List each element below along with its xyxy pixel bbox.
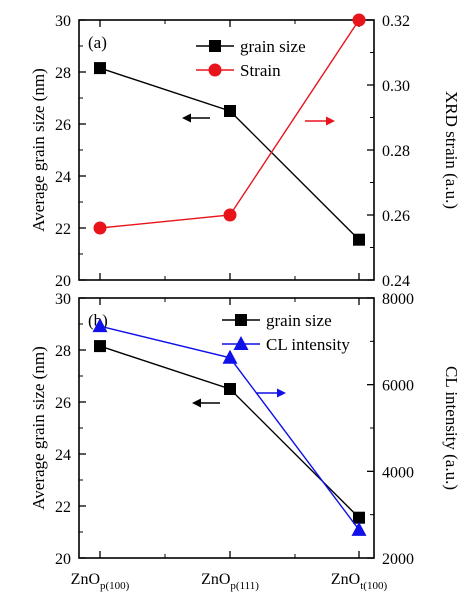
right-axis-title: CL intensity (a.u.) bbox=[442, 366, 461, 490]
x-category-label: ZnOt(100) bbox=[331, 571, 388, 592]
left-tick-label: 30 bbox=[55, 291, 71, 308]
x-category-label: ZnOp(111) bbox=[201, 571, 259, 592]
panel-a: 20 22 24 26 28 30 0.24 0.26 0.28 0.30 0.32 Average … bbox=[29, 13, 461, 290]
data-point-cl-intensity bbox=[222, 349, 238, 364]
right-tick-label: 0.30 bbox=[382, 78, 410, 95]
left-tick-label: 24 bbox=[55, 169, 71, 186]
left-axis-arrow bbox=[192, 398, 220, 408]
right-tick-label: 8000 bbox=[382, 291, 414, 308]
data-point-grain-size bbox=[353, 233, 365, 246]
left-axis-title: Average grain size (nm) bbox=[29, 346, 48, 509]
left-tick-label: 22 bbox=[55, 499, 71, 516]
x-category-label: ZnOp(100) bbox=[71, 571, 130, 592]
data-point-grain-size bbox=[94, 62, 106, 75]
data-point-cl-intensity bbox=[351, 521, 367, 536]
left-tick-label: 20 bbox=[55, 551, 71, 568]
legend-marker bbox=[235, 314, 247, 326]
right-tick-label: 4000 bbox=[382, 464, 414, 481]
left-tick-label: 22 bbox=[55, 221, 71, 238]
data-point-cl-intensity bbox=[92, 318, 108, 333]
left-tick-label: 28 bbox=[55, 343, 71, 360]
panel-label: (a) bbox=[88, 33, 107, 52]
right-tick-label: 0.26 bbox=[382, 208, 410, 225]
right-axis-title: XRD strain (a.u.) bbox=[442, 91, 461, 209]
right-axis-arrow bbox=[305, 116, 335, 126]
data-point-grain-size bbox=[224, 105, 236, 117]
left-tick-label: 24 bbox=[55, 447, 71, 464]
left-tick-label: 28 bbox=[55, 65, 71, 82]
legend-label: Strain bbox=[240, 61, 281, 80]
plot-frame bbox=[78, 19, 375, 281]
right-tick-label: 2000 bbox=[382, 551, 414, 568]
left-tick-label: 20 bbox=[55, 273, 71, 290]
data-point-strain bbox=[352, 13, 366, 27]
right-tick-label: 0.28 bbox=[382, 143, 410, 160]
data-point-strain bbox=[93, 221, 107, 235]
right-tick-label: 0.32 bbox=[382, 13, 410, 30]
series-line-strain bbox=[99, 19, 360, 229]
data-point-grain-size bbox=[224, 383, 236, 395]
data-point-strain bbox=[223, 208, 237, 222]
arrow-head bbox=[192, 398, 201, 408]
left-axis-title: Average grain size (nm) bbox=[29, 68, 48, 231]
arrow-head bbox=[326, 116, 335, 126]
right-tick-label: 0.24 bbox=[382, 273, 410, 290]
series-line-grain-size bbox=[99, 345, 360, 519]
arrow-head bbox=[277, 388, 286, 398]
legend-label: CL intensity bbox=[266, 335, 350, 354]
right-tick-label: 6000 bbox=[382, 378, 414, 395]
x-category-labels: ZnOp(100) ZnOp(111) ZnOt(100) bbox=[71, 571, 388, 592]
legend-label: grain size bbox=[266, 311, 332, 330]
legend-marker bbox=[208, 63, 222, 77]
panel-b: 20 22 24 26 28 30 2000 4000 6000 8000 Average grai… bbox=[29, 291, 461, 568]
legend-marker bbox=[209, 40, 221, 52]
arrow-head bbox=[182, 113, 191, 123]
left-axis-arrow bbox=[182, 113, 210, 123]
left-tick-label: 30 bbox=[55, 13, 71, 30]
left-tick-label: 26 bbox=[55, 117, 71, 134]
data-point-grain-size bbox=[353, 511, 365, 524]
legend-marker bbox=[233, 336, 249, 350]
data-point-grain-size bbox=[94, 340, 106, 353]
left-tick-label: 26 bbox=[55, 395, 71, 412]
right-axis-arrow bbox=[256, 388, 286, 398]
legend-label: grain size bbox=[240, 37, 306, 56]
